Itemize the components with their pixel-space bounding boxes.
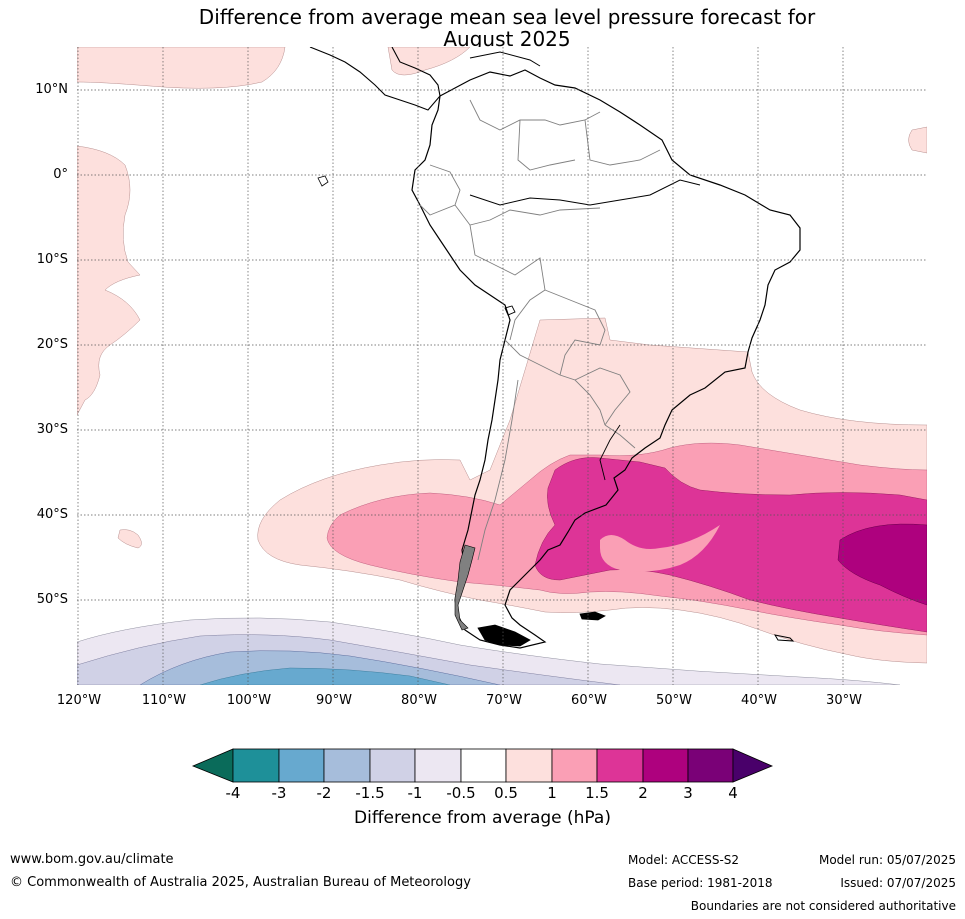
colorbar-extend-low [191, 748, 234, 783]
base-period: Base period: 1981-2018 [628, 876, 773, 890]
anomaly-0.5-1-pacific-west [77, 145, 141, 416]
south-georgia [773, 634, 795, 642]
cuba-outline [469, 51, 541, 67]
south-america-outline [411, 69, 801, 649]
lon-label: 50°W [656, 693, 692, 708]
map-title-line1: Difference from average mean sea level p… [198, 5, 816, 29]
colorbar-tick: 1 [547, 784, 557, 802]
colorbar-tick: -4 [225, 784, 241, 802]
colorbar-tick: 1.5 [585, 784, 609, 802]
model-run-date: Model run: 05/07/2025 [818, 853, 956, 867]
lon-label: 40°W [741, 693, 777, 708]
country-borders [419, 99, 661, 561]
anomaly-1.5-2-notch [600, 525, 720, 572]
lat-label: 10°S [36, 252, 68, 267]
lon-label: 110°W [141, 693, 187, 708]
issued-date: Issued: 07/07/2025 [840, 876, 956, 890]
lon-label: 30°W [826, 693, 862, 708]
colorbar-tick: -3 [271, 784, 287, 802]
lon-label: 70°W [486, 693, 522, 708]
lat-label: 10°N [35, 82, 68, 97]
chile-fjords [454, 544, 476, 631]
lon-label: 120°W [56, 693, 102, 708]
colorbar-tick: -2 [316, 784, 332, 802]
lat-label: 40°S [36, 507, 68, 522]
amazon-river [469, 179, 701, 206]
anomaly-2-3-core [837, 523, 927, 606]
lat-label: 20°S [36, 337, 68, 352]
lon-label: 90°W [316, 693, 352, 708]
galapagos [317, 175, 329, 187]
falkland-islands [579, 611, 606, 621]
copyright-text: © Commonwealth of Australia 2025, Austra… [10, 875, 471, 890]
anomaly-1.5-2-main [534, 457, 927, 633]
colorbar-tick: 2 [638, 784, 648, 802]
colorbar-tick: -1.5 [355, 784, 385, 802]
colorbar-tick: -1 [407, 784, 423, 802]
colorbar-tick: 4 [728, 784, 738, 802]
anomaly-neg-3-2 [199, 667, 451, 685]
lon-label: 60°W [571, 693, 607, 708]
boundaries-disclaimer: Boundaries are not considered authoritat… [690, 899, 956, 913]
anomaly-0.5-1-caribbean [387, 47, 471, 76]
website-link[interactable]: www.bom.gov.au/climate [10, 852, 174, 867]
colorbar [191, 748, 774, 783]
lon-label: 100°W [226, 693, 272, 708]
model-name: Model: ACCESS-S2 [628, 853, 740, 867]
anomaly-0.5-1-island [117, 529, 142, 549]
lat-label: 0° [53, 167, 68, 182]
colorbar-label: Difference from average (hPa) [354, 808, 611, 828]
parana-river [599, 424, 621, 481]
lake-titicaca [504, 305, 516, 316]
colorbar-extend-high [732, 748, 774, 783]
tierra-del-fuego [477, 624, 531, 647]
graticule [77, 47, 927, 685]
map-title-line2: August 2025 [443, 27, 571, 51]
colorbar-tick: -0.5 [446, 784, 476, 802]
anomaly-0.5-1-east-edge [908, 126, 927, 154]
lat-label: 50°S [36, 592, 68, 607]
colorbar-tick: 0.5 [494, 784, 518, 802]
anomaly-0.5-1-north [77, 47, 286, 89]
lat-label: 30°S [36, 422, 68, 437]
central-america-outline [309, 47, 441, 111]
lon-label: 80°W [401, 693, 437, 708]
colorbar-tick: 3 [683, 784, 693, 802]
